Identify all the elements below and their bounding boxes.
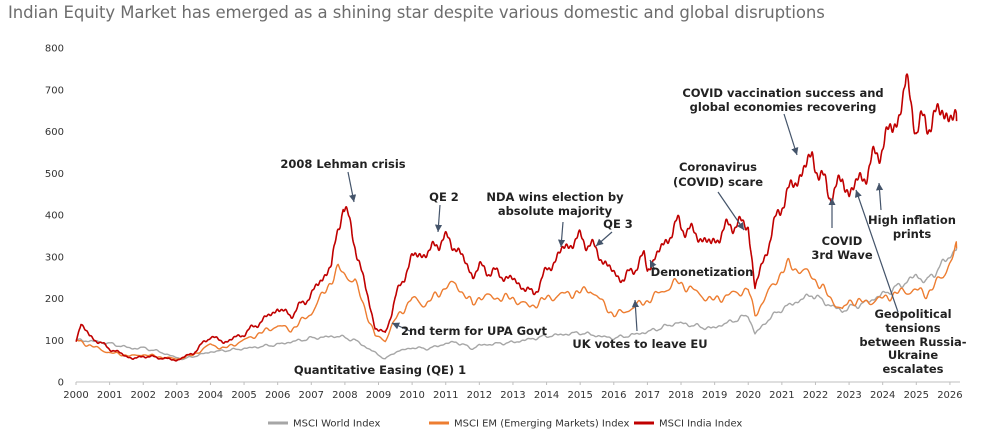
- x-tick-label: 2002: [130, 390, 155, 401]
- annotation-text: (COVID) scare: [673, 175, 763, 189]
- annotation-text: Coronavirus: [679, 160, 757, 174]
- annotation-arrow: [783, 113, 799, 156]
- annotation-text: UK votes to leave EU: [572, 337, 707, 351]
- annotation-text: QE 3: [603, 217, 633, 231]
- y-tick-label: 300: [45, 252, 64, 263]
- x-tick-label: 2026: [937, 390, 962, 401]
- x-tick-label: 2017: [635, 390, 660, 401]
- x-tick-label: 2012: [467, 390, 492, 401]
- annotation-text: COVID: [822, 234, 863, 248]
- x-tick-label: 2025: [904, 390, 929, 401]
- annotation-arrow: [875, 182, 884, 211]
- annotation-text: Quantitative Easing (QE) 1: [294, 363, 466, 377]
- y-tick-label: 100: [45, 336, 64, 347]
- annotation-arrow: [854, 189, 899, 313]
- annotation-text: prints: [893, 227, 932, 241]
- annotation-arrow: [595, 231, 613, 247]
- y-tick-label: 700: [45, 85, 64, 96]
- x-tick-label: 2006: [265, 390, 290, 401]
- annotation-text: absolute majority: [498, 204, 613, 218]
- annotation-text: Geopolitical: [874, 307, 951, 321]
- x-tick-label: 2018: [668, 390, 693, 401]
- annotation-text: 3rd Wave: [811, 248, 872, 262]
- y-tick-label: 400: [45, 211, 64, 222]
- x-tick-label: 2020: [736, 390, 761, 401]
- annotation-text: 2nd term for UPA Govt: [401, 324, 547, 338]
- x-tick-label: 2016: [601, 390, 626, 401]
- y-axis-ticks: 0 100 200 300 400 500 600 700 800: [45, 44, 64, 389]
- annotations: 2008 Lehman crisis QE 2 NDA wins election …: [280, 86, 966, 377]
- legend: MSCI World Index MSCI EM (Emerging Market…: [268, 419, 742, 430]
- annotation-arrow: [631, 299, 640, 332]
- y-tick-label: 200: [45, 294, 64, 305]
- annotation-text: High inflation: [868, 213, 956, 227]
- annotation-text: escalates: [882, 362, 943, 376]
- legend-label: MSCI World Index: [293, 419, 381, 430]
- annotation-arrow: [391, 322, 411, 332]
- annotation-text: between Russia-: [859, 335, 966, 349]
- x-tick-label: 2005: [231, 390, 256, 401]
- annotation-arrow: [717, 191, 745, 231]
- x-tick-label: 2003: [164, 390, 189, 401]
- annotation-text: tensions: [885, 321, 940, 335]
- y-tick-label: 0: [58, 378, 64, 389]
- legend-label: MSCI EM (Emerging Markets) Index: [454, 419, 630, 430]
- x-tick-label: 2008: [332, 390, 357, 401]
- x-tick-label: 2011: [433, 390, 458, 401]
- annotation-text: Ukraine: [888, 348, 939, 362]
- annotation-arrow: [649, 259, 657, 271]
- y-tick-label: 600: [45, 127, 64, 138]
- annotation-text: Demonetization: [651, 265, 754, 279]
- annotation-text: COVID vaccination success and: [682, 86, 883, 100]
- legend-label: MSCI India Index: [659, 419, 742, 430]
- x-tick-label: 2015: [567, 390, 592, 401]
- annotation-arrow: [347, 171, 357, 203]
- series-lines: [75, 73, 958, 362]
- x-tick-label: 2010: [399, 390, 424, 401]
- series-line-0: [75, 248, 958, 361]
- x-axis-ticks: 2000 2001 2002 2003 2004 2005 2006 2007 2008 2009…: [63, 382, 963, 401]
- x-tick-label: 2019: [702, 390, 727, 401]
- annotation-arrow: [434, 204, 443, 233]
- chart-title: Indian Equity Market has emerged as a sh…: [8, 3, 825, 22]
- annotation-text: 2008 Lehman crisis: [280, 157, 405, 171]
- x-tick-label: 2022: [803, 390, 828, 401]
- x-tick-label: 2024: [870, 390, 895, 401]
- x-tick-label: 2007: [299, 390, 324, 401]
- x-tick-label: 2009: [366, 390, 391, 401]
- x-tick-label: 2014: [534, 390, 559, 401]
- x-tick-label: 2000: [63, 390, 88, 401]
- x-tick-label: 2004: [198, 390, 223, 401]
- series-line-1: [75, 241, 958, 361]
- annotation-arrow: [557, 221, 566, 248]
- annotation-text: global economies recovering: [690, 100, 877, 114]
- y-tick-label: 800: [45, 44, 64, 55]
- series-line-2: [75, 73, 958, 362]
- annotation-text: NDA wins election by: [486, 190, 624, 204]
- annotation-arrows: [347, 113, 899, 332]
- x-tick-label: 2023: [836, 390, 861, 401]
- x-tick-label: 2001: [97, 390, 122, 401]
- y-tick-label: 500: [45, 169, 64, 180]
- x-tick-label: 2021: [769, 390, 794, 401]
- annotation-text: QE 2: [429, 190, 459, 204]
- x-tick-label: 2013: [500, 390, 525, 401]
